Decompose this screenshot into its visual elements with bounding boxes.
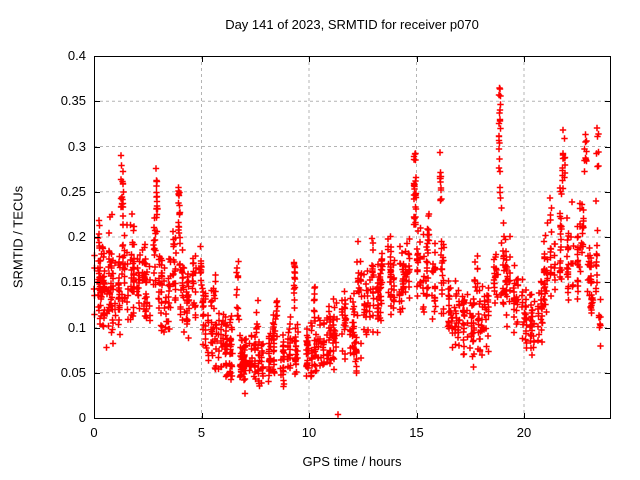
axes-frame: [94, 56, 611, 419]
y-tick-label-0.1: 0.1: [67, 319, 86, 335]
x-tick-label-20: 20: [516, 425, 532, 440]
y-tick-label-0.3: 0.3: [67, 138, 86, 154]
x-tick-label-10: 10: [301, 425, 317, 440]
y-tick-label-0.25: 0.25: [60, 183, 86, 199]
x-tick-label-5: 5: [197, 425, 206, 440]
y-tick-label-0.05: 0.05: [60, 364, 86, 380]
x-axis-label: GPS time / hours: [302, 454, 402, 469]
x-tick-label-0: 0: [90, 425, 98, 440]
scatter-points: [90, 84, 604, 418]
x-tick-label-15: 15: [409, 425, 424, 440]
y-tick-label-0.15: 0.15: [60, 274, 86, 290]
y-tick-label-0.4: 0.4: [67, 48, 86, 63]
gridlines: [94, 56, 610, 418]
y-tick-label-0: 0: [78, 410, 86, 425]
y-tick-label-0.2: 0.2: [67, 229, 86, 244]
chart-title: Day 141 of 2023, SRMTID for receiver p07…: [225, 17, 479, 32]
y-tick-label-0.35: 0.35: [60, 93, 86, 109]
